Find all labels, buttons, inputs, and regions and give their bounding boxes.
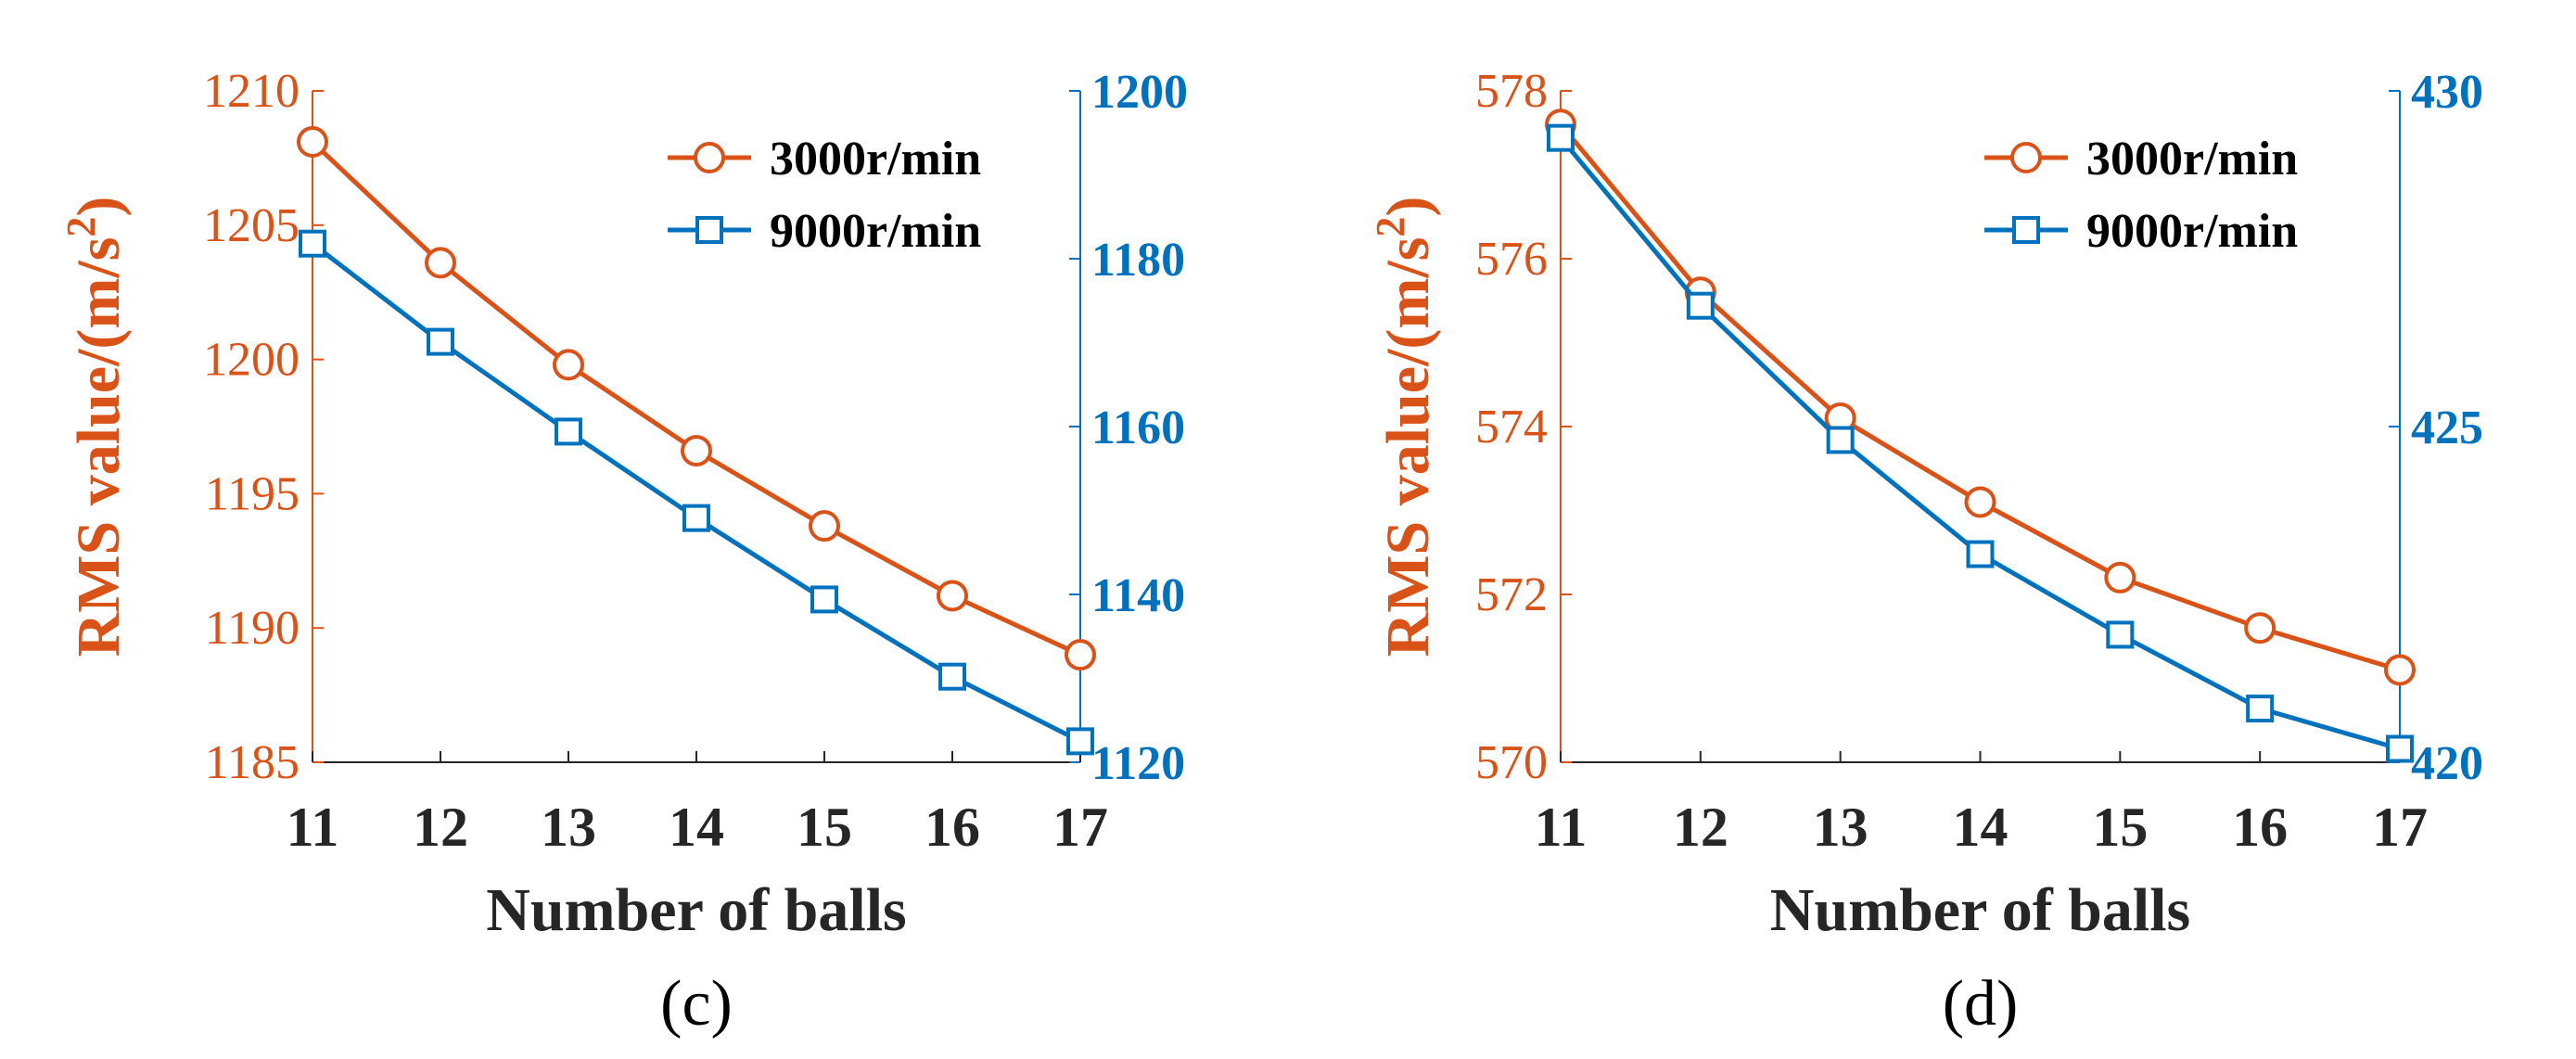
left-y-tick-label: 570 [1475, 736, 1548, 789]
legend-marker-square [2012, 216, 2040, 244]
data-point-square [810, 585, 838, 614]
x-tick-label: 15 [797, 797, 852, 858]
x-tick-label: 12 [1673, 797, 1728, 858]
data-point-circle [937, 580, 968, 612]
panel-label: (c) [660, 968, 733, 1040]
x-tick-label: 13 [1813, 797, 1868, 858]
x-tick-label: 12 [413, 797, 468, 858]
data-point-square [938, 662, 966, 691]
data-point-square [427, 327, 454, 356]
legend-marker-circle [2010, 142, 2042, 173]
legend-marker-circle [694, 142, 725, 173]
data-point-square [1066, 727, 1094, 756]
data-point-circle [553, 349, 584, 381]
data-point-circle [681, 435, 712, 467]
data-point-circle [425, 247, 456, 279]
left-y-tick-label: 1200 [203, 334, 300, 387]
x-tick-label: 14 [669, 797, 724, 858]
x-tick-label: 13 [541, 797, 596, 858]
data-point-circle [2384, 654, 2416, 686]
data-point-square [2106, 620, 2135, 649]
chart-panel-c: 1185 1190 1195 1200 1205 1210 1120 1140 1160 1180… [58, 65, 1188, 1040]
data-point-circle [1065, 639, 1096, 671]
right-y-tick-label: 1120 [1091, 737, 1185, 790]
left-y-tick-label: 1195 [205, 467, 300, 520]
y-axis-title: RMS value/(m/s2) [58, 197, 133, 657]
chart-panel-d: 570 572 574 576 578 420 425 430 11 12 13 14 15 16 17 Nu… [1368, 65, 2483, 1040]
left-y-tick-label: 1210 [203, 65, 300, 118]
legend-label: 9000r/min [2086, 205, 2298, 258]
x-axis-title: Number of balls [1770, 876, 2191, 944]
data-point-square [2386, 734, 2414, 763]
left-y-tick-label: 574 [1475, 401, 1548, 453]
left-y-tick-label: 1205 [203, 199, 300, 252]
data-point-circle [809, 510, 840, 542]
data-point-circle [1964, 486, 1996, 518]
x-tick-label: 14 [1953, 797, 2009, 858]
data-point-circle [2104, 561, 2136, 593]
left-y-tick-label: 576 [1475, 233, 1548, 286]
legend-label: 3000r/min [770, 133, 981, 185]
x-tick-label: 16 [2232, 797, 2288, 858]
data-point-square [2246, 695, 2275, 723]
x-tick-label: 15 [2092, 797, 2148, 858]
right-y-tick-label: 1160 [1091, 402, 1185, 454]
right-y-tick-label: 425 [2411, 402, 2483, 454]
data-point-square [1686, 291, 1715, 320]
left-y-tick-label: 578 [1475, 65, 1548, 118]
data-point-square [1966, 540, 1995, 568]
left-y-tick-label: 1185 [205, 736, 300, 789]
right-y-tick-label: 430 [2411, 66, 2483, 119]
legend-marker-square [695, 216, 723, 244]
y-axis-title: RMS value/(m/s2) [1368, 197, 1442, 657]
data-point-square [1826, 426, 1855, 454]
x-tick-label: 11 [287, 797, 339, 858]
right-y-tick-label: 1200 [1091, 66, 1188, 119]
x-tick-label: 16 [925, 797, 980, 858]
x-tick-label: 17 [2372, 797, 2428, 858]
data-point-circle [2244, 612, 2276, 644]
data-point-square [555, 417, 582, 446]
data-point-square [299, 229, 326, 258]
legend-label: 3000r/min [2086, 133, 2298, 185]
panel-label: (d) [1943, 968, 2019, 1040]
right-y-tick-label: 420 [2411, 737, 2483, 790]
right-y-tick-label: 1180 [1091, 234, 1185, 287]
data-point-square [682, 504, 710, 532]
x-tick-label: 11 [1535, 797, 1588, 858]
x-axis-title: Number of balls [486, 876, 907, 944]
data-point-square [1547, 123, 1575, 152]
left-y-tick-label: 1190 [205, 602, 300, 655]
data-point-circle [297, 126, 328, 159]
right-y-tick-label: 1140 [1091, 569, 1185, 622]
legend-label: 9000r/min [770, 205, 981, 258]
x-tick-label: 17 [1052, 797, 1108, 858]
left-y-tick-label: 572 [1475, 568, 1548, 621]
